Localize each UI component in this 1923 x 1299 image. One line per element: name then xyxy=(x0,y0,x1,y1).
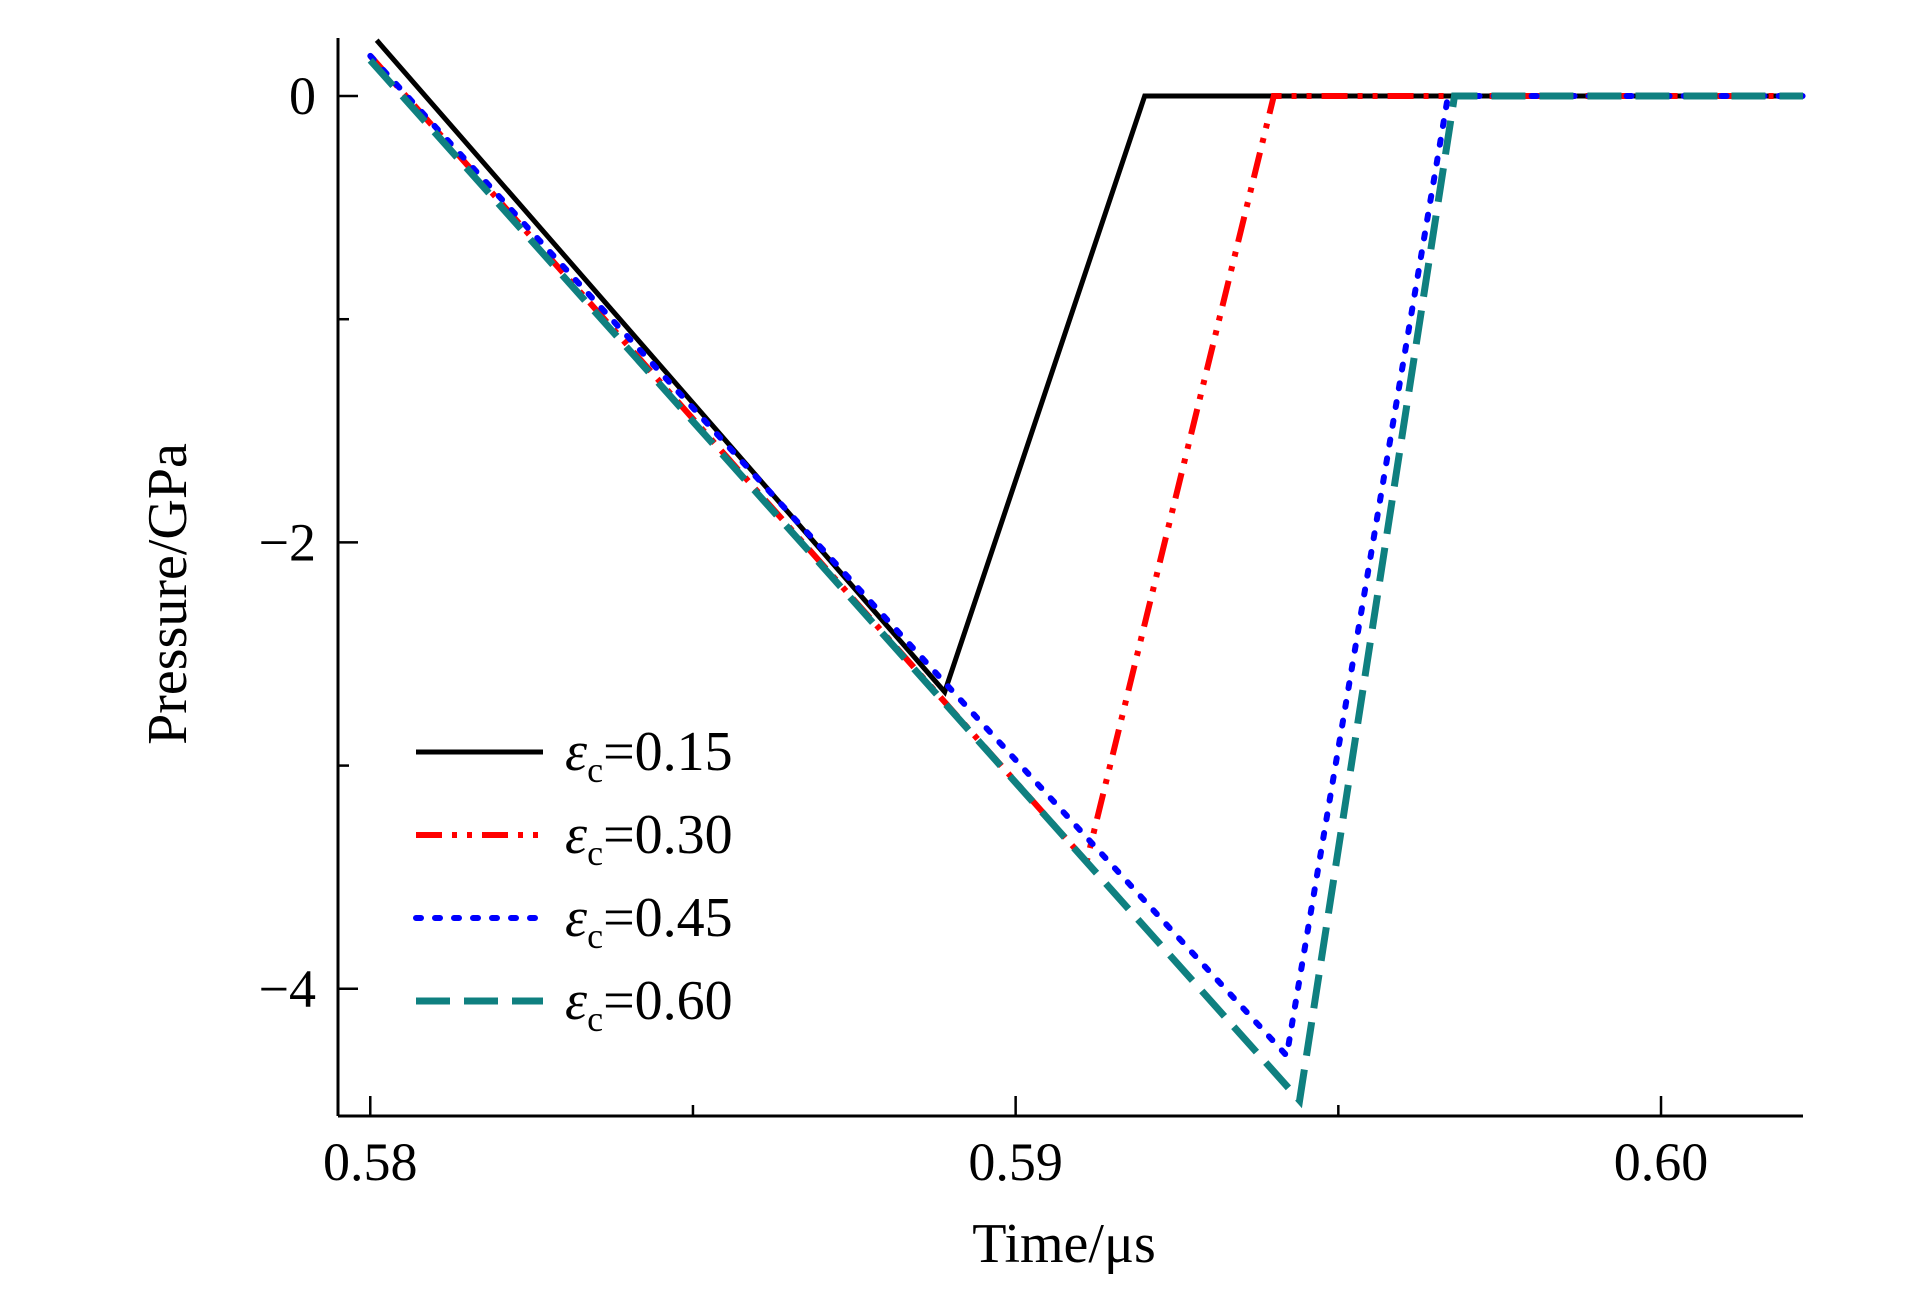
series-line-3 xyxy=(367,52,1806,1063)
axes xyxy=(336,38,1803,1118)
y-tick-label: −4 xyxy=(259,959,316,1019)
x-tick-label: 0.58 xyxy=(323,1132,418,1192)
legend-label-3: εc=0.45 xyxy=(565,887,733,956)
series-line-4 xyxy=(367,57,1803,1109)
ticks: 0.58 0.59 0.60 0 −2 −4 xyxy=(259,66,1709,1192)
legend-label-1: εc=0.15 xyxy=(565,721,733,790)
y-axis-label: Pressure/GPa xyxy=(137,443,199,745)
x-tick-label: 0.59 xyxy=(968,1132,1063,1192)
x-tick-label: 0.60 xyxy=(1614,1132,1709,1192)
legend: εc=0.15 εc=0.30 εc=0.45 εc=0.60 xyxy=(413,721,733,1039)
legend-label-2: εc=0.30 xyxy=(565,804,733,873)
plot-lines xyxy=(367,38,1806,1109)
y-tick-label: 0 xyxy=(289,66,316,126)
legend-label-4: εc=0.60 xyxy=(565,970,733,1039)
x-axis-label: Time/μs xyxy=(972,1213,1156,1275)
y-tick-label: −2 xyxy=(259,512,316,572)
series-line-1 xyxy=(374,38,1803,697)
